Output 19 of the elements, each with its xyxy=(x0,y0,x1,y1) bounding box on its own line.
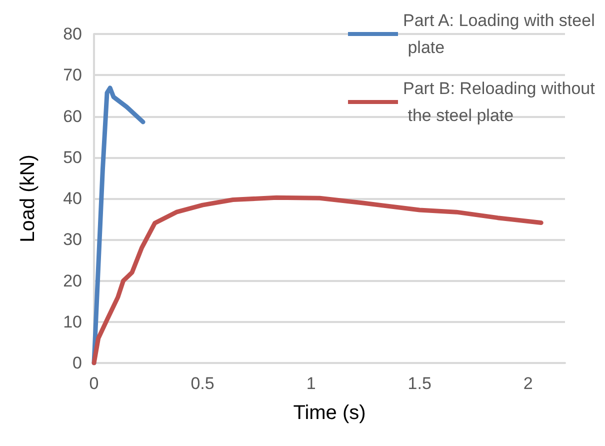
y-tick-label: 0 xyxy=(72,354,82,372)
y-tick-label: 60 xyxy=(63,106,82,126)
y-tick-label: 20 xyxy=(63,271,82,290)
x-axis-title: Time (s) xyxy=(293,402,366,424)
y-tick-label: 70 xyxy=(63,66,82,85)
x-tick-label: 1 xyxy=(306,374,316,393)
x-tick-label: 0.5 xyxy=(190,374,214,393)
y-tick-label: 40 xyxy=(63,189,82,208)
y-tick-label: 50 xyxy=(63,148,82,167)
x-tick-label: 2 xyxy=(523,374,533,393)
y-tick-label: 80 xyxy=(63,24,82,44)
y-tick-label: 10 xyxy=(63,312,82,332)
legend-label: Part B: Reloading without the steel plate xyxy=(403,79,596,125)
y-tick-label: 30 xyxy=(63,230,82,250)
legend-label: Part A: Loading with steel plate xyxy=(403,11,595,57)
x-tick-label: 1.5 xyxy=(408,374,432,393)
line-series xyxy=(92,195,544,366)
x-tick-label: 0 xyxy=(89,374,99,393)
y-axis-title: Load (kN) xyxy=(17,154,39,242)
